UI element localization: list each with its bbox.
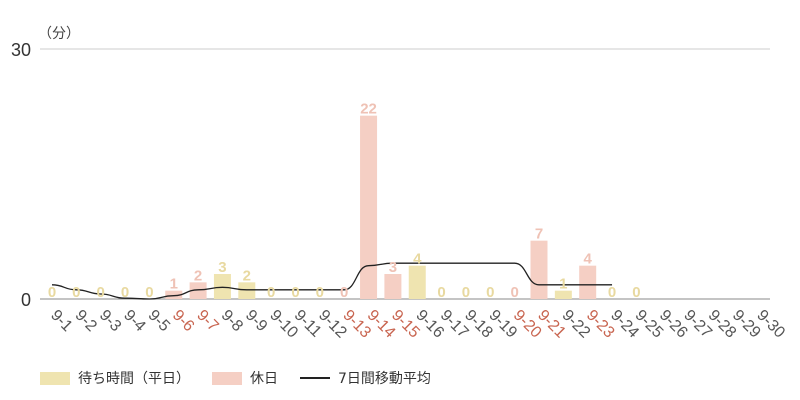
x-tick-label-9-2: 9-2 (72, 307, 100, 335)
x-tick-label-9-1: 9-1 (47, 307, 75, 335)
data-label-9-15: 3 (389, 259, 397, 276)
bar-9-14 (360, 115, 378, 300)
data-label-9-24: 0 (608, 284, 616, 301)
data-label-9-10: 0 (267, 284, 275, 301)
data-label-9-19: 0 (486, 284, 494, 301)
legend-swatch-holiday (212, 371, 242, 385)
bars-layer (165, 115, 597, 300)
x-tick-label-9-9: 9-9 (242, 307, 270, 335)
data-label-9-14: 22 (360, 101, 377, 118)
data-label-9-12: 0 (316, 284, 324, 301)
data-label-9-5: 0 (145, 284, 153, 301)
data-label-9-4: 0 (121, 284, 129, 301)
data-label-9-21: 7 (535, 226, 543, 243)
data-label-9-16: 4 (413, 251, 422, 268)
legend-swatch-weekday (40, 371, 70, 385)
x-tick-label-9-5: 9-5 (145, 307, 173, 335)
x-tick-label-9-11: 9-11 (291, 307, 325, 341)
x-tick-label-9-8: 9-8 (218, 307, 246, 335)
x-tick-label-9-7: 9-7 (193, 307, 221, 335)
legend-swatch-moving-average (300, 377, 330, 379)
x-tick-label-9-4: 9-4 (120, 307, 148, 335)
bar-9-9 (238, 282, 256, 299)
legend-label-holiday: 休日 (250, 371, 278, 387)
data-label-9-25: 0 (632, 284, 640, 301)
data-label-9-11: 0 (291, 284, 299, 301)
legend-item-holiday: 休日 (212, 368, 278, 388)
moving-average-line (51, 262, 613, 300)
legend-label-moving-average: 7日間移動平均 (338, 371, 431, 387)
bar-9-6 (165, 290, 183, 299)
data-label-9-1: 0 (48, 284, 56, 301)
bar-9-15 (384, 274, 402, 299)
data-label-9-17: 0 (437, 284, 445, 301)
data-label-9-18: 0 (462, 284, 470, 301)
bar-9-7 (189, 282, 207, 299)
bar-9-16 (408, 265, 426, 299)
bar-9-21 (530, 240, 548, 299)
y-axis: （分） 0 30 (11, 26, 80, 310)
data-label-9-6: 1 (170, 276, 178, 293)
x-tick-label-9-10: 9-10 (266, 307, 301, 342)
y-tick-label-0: 0 (21, 290, 31, 310)
y-tick-label-30: 30 (11, 40, 31, 60)
data-label-9-3: 0 (97, 284, 105, 301)
moving-average-layer (51, 262, 613, 300)
data-label-9-13: 0 (340, 284, 348, 301)
x-tick-label-9-3: 9-3 (96, 307, 124, 335)
data-label-9-2: 0 (72, 284, 80, 301)
data-label-9-22: 1 (559, 276, 567, 293)
legend: 待ち時間（平日） 休日 7日間移動平均 (40, 368, 431, 388)
data-label-9-9: 2 (243, 267, 251, 284)
bar-9-8 (213, 274, 231, 299)
x-axis: 9-19-29-39-49-59-69-79-89-99-109-119-129… (47, 307, 788, 342)
bar-9-23 (579, 265, 597, 299)
legend-item-moving-average: 7日間移動平均 (300, 368, 431, 388)
data-label-9-8: 3 (218, 259, 226, 276)
data-label-9-20: 0 (510, 284, 518, 301)
data-label-9-7: 2 (194, 267, 202, 284)
x-tick-label-9-6: 9-6 (169, 307, 197, 335)
legend-label-weekday: 待ち時間（平日） (78, 371, 190, 387)
grid-layer (40, 48, 770, 300)
data-label-9-23: 4 (584, 251, 593, 268)
legend-item-weekday: 待ち時間（平日） (40, 368, 190, 388)
bar-9-22 (554, 290, 572, 299)
y-unit-label: （分） (38, 26, 80, 42)
